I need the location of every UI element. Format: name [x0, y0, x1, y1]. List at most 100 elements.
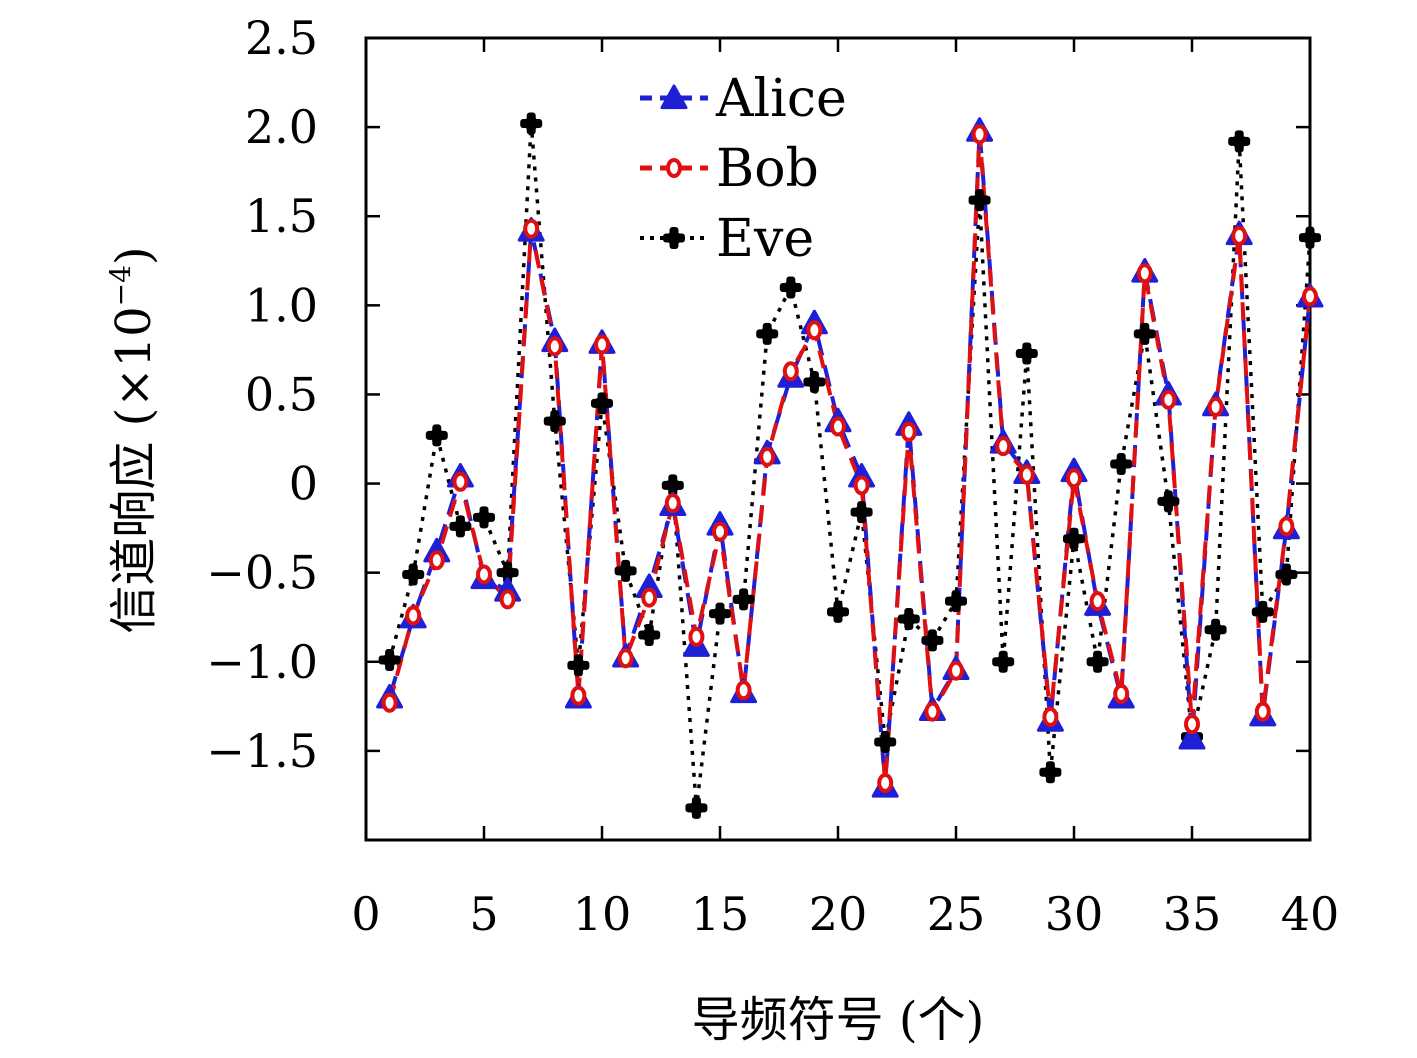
data-point-eve — [567, 654, 590, 677]
y-tick-label: 2.0 — [245, 100, 318, 154]
data-point-eve — [874, 730, 897, 753]
data-point-bob — [523, 218, 540, 239]
legend-label: Bob — [716, 139, 819, 199]
data-point-bob — [1136, 263, 1153, 284]
legend-label: Alice — [715, 69, 847, 129]
data-point-eve — [968, 189, 991, 212]
data-point-eve — [473, 506, 495, 529]
y-tick-label: 0.5 — [245, 367, 318, 421]
data-point-bob — [1089, 591, 1106, 612]
legend-item-bob: Bob — [640, 139, 819, 199]
data-point-eve — [1275, 563, 1298, 586]
data-point-eve — [591, 392, 613, 415]
x-tick-label: 30 — [1045, 887, 1104, 941]
legend-item-eve: Eve — [640, 209, 814, 269]
data-point-bob — [1066, 468, 1082, 489]
data-point-bob — [712, 521, 728, 542]
data-point-bob — [1042, 707, 1059, 728]
data-point-bob — [1018, 464, 1035, 485]
legend-marker — [660, 84, 688, 110]
x-tick-label: 10 — [573, 887, 632, 941]
data-point-eve — [685, 796, 708, 819]
data-point-eve — [992, 650, 1015, 673]
x-tick-labels: 0 5 10 15 20 25 30 35 40 — [351, 887, 1339, 941]
y-tick-label: −0.5 — [206, 546, 318, 600]
data-point-eve — [638, 624, 661, 647]
data-point-bob — [688, 626, 705, 647]
plot-frame — [364, 36, 1312, 842]
data-point-bob — [405, 605, 422, 626]
data-point-bob — [476, 564, 492, 585]
data-point-bob — [499, 589, 516, 610]
data-point-eve — [425, 424, 448, 447]
data-point-eve — [897, 608, 920, 631]
y-axis-title-exponent: −4 — [104, 265, 137, 306]
data-point-eve — [850, 501, 873, 524]
data-point-bob — [1160, 389, 1177, 410]
series-layer — [387, 121, 1310, 810]
legend: Alice Bob Eve — [640, 69, 847, 269]
data-point-eve — [756, 322, 779, 345]
x-tick-label: 25 — [927, 887, 986, 941]
y-tick-label: 2.5 — [245, 11, 318, 65]
markers-layer — [376, 112, 1324, 819]
data-point-bob — [1113, 683, 1130, 704]
data-point-eve — [803, 370, 826, 393]
x-tick-label: 15 — [691, 887, 750, 941]
y-tick-label: 1.0 — [245, 278, 318, 332]
data-point-bob — [971, 124, 988, 145]
data-point-eve — [709, 602, 731, 625]
data-point-eve — [1204, 618, 1227, 641]
data-point-eve — [732, 588, 755, 611]
data-point-eve — [921, 629, 944, 652]
y-axis-title-close: ) — [106, 246, 162, 265]
data-point-bob — [641, 587, 658, 608]
tick-marks — [364, 36, 1312, 840]
data-point-bob — [546, 336, 563, 357]
x-tick-label: 35 — [1163, 887, 1222, 941]
data-point-bob — [995, 436, 1012, 457]
y-axis-title-main: 信道响应 (×10 — [106, 306, 162, 633]
data-point-bob — [782, 361, 799, 382]
data-point-eve — [543, 410, 566, 433]
data-point-eve — [661, 474, 684, 497]
data-point-bob — [853, 475, 870, 496]
legend-marker — [663, 227, 685, 249]
data-point-eve — [1228, 130, 1251, 153]
legend-item-alice: Alice — [640, 69, 847, 129]
data-point-eve — [378, 648, 401, 671]
x-axis-title: 导频符号 (个) — [692, 992, 985, 1048]
data-point-eve — [520, 112, 543, 135]
data-point-eve — [449, 515, 472, 538]
data-point-bob — [452, 471, 469, 492]
data-point-eve — [496, 561, 519, 584]
data-point-eve — [779, 276, 802, 299]
data-point-bob — [806, 320, 823, 341]
data-point-bob — [830, 416, 846, 437]
y-tick-label: 1.5 — [245, 189, 318, 243]
x-tick-label: 0 — [351, 887, 380, 941]
data-point-bob — [924, 701, 941, 722]
data-point-alice — [1178, 724, 1206, 750]
data-point-bob — [428, 550, 445, 571]
series-line-bob — [387, 132, 1310, 785]
data-point-bob — [1278, 516, 1295, 537]
data-point-eve — [1157, 490, 1180, 513]
legend-label: Eve — [716, 209, 814, 269]
data-point-eve — [1133, 322, 1156, 345]
data-point-eve — [1299, 226, 1321, 249]
data-point-bob — [664, 493, 681, 514]
y-tick-labels: 2.5 2.0 1.5 1.0 0.5 0 −0.5 −1.0 −1.5 — [206, 11, 318, 778]
data-point-eve — [402, 563, 425, 586]
legend-marker — [666, 158, 682, 178]
data-point-bob — [900, 421, 917, 442]
data-point-bob — [1207, 396, 1224, 417]
data-point-bob — [617, 648, 634, 669]
data-point-bob — [1302, 286, 1318, 307]
data-point-eve — [1110, 452, 1133, 475]
data-point-bob — [759, 446, 776, 467]
x-tick-label: 5 — [469, 887, 498, 941]
data-point-bob — [1231, 225, 1248, 246]
data-point-bob — [948, 660, 964, 681]
x-tick-label: 40 — [1281, 887, 1340, 941]
